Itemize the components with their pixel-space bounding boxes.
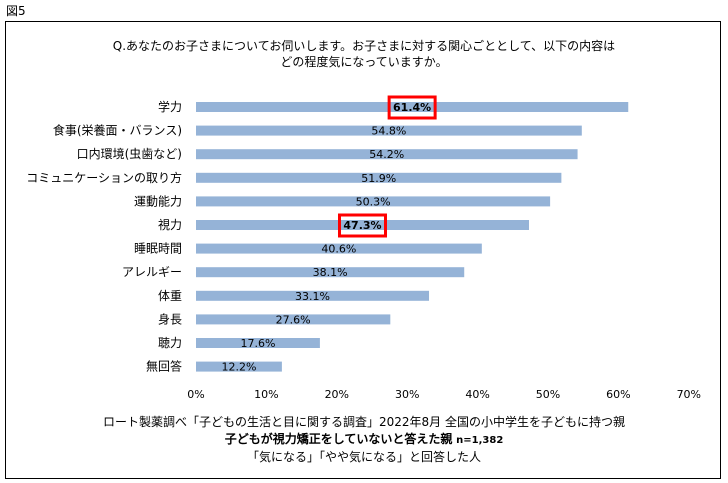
bar [196,125,582,136]
data-label: 51.9% [361,172,396,185]
sample-size: n=1,382 [456,435,504,446]
figure-label: 図5 [6,4,26,18]
data-label: 50.3% [356,195,391,208]
data-label: 17.6% [240,337,275,350]
category-label: 口内環境(虫歯など) [77,146,182,161]
question-line-2: どの程度気になっていますか。 [280,55,448,69]
category-label: 運動能力 [134,194,182,208]
bar [196,361,282,372]
data-label: 54.8% [371,125,406,138]
data-label: 12.2% [221,361,256,374]
category-label: 体重 [158,289,182,303]
source-note: ロート製薬調べ「子どもの生活と目に関する調査」2022年8月 全国の小中学生を子… [103,415,625,429]
x-tick-label: 60% [606,388,630,401]
chart-frame [5,21,721,479]
data-label: 27.6% [276,313,311,326]
respondent-note: 子どもが視力矯正をしていないと答えた親 n=1,382 [0,431,728,449]
bar [196,314,391,325]
category-label: 視力 [158,217,182,232]
bar [196,290,430,301]
x-tick-label: 40% [465,388,489,401]
bar [196,149,578,160]
highlight-box [387,95,437,120]
category-label: 食事(栄養面・バランス) [53,123,182,138]
category-label: 睡眠時間 [134,242,182,256]
bar [196,102,629,112]
question-text: Q.あなたのお子さまについてお伺いします。お子さまに対する関心ごととして、以下の… [0,38,728,70]
data-label: 61.4% [393,101,431,114]
x-tick-label: 30% [395,388,419,401]
highlight-box [337,213,387,238]
data-label: 38.1% [313,266,348,279]
data-label: 47.3% [343,219,381,232]
bar [196,338,320,348]
bar [196,243,482,254]
data-label: 40.6% [321,243,356,256]
x-tick-label: 10% [254,388,278,401]
bar [196,196,551,207]
x-tick-label: 0% [187,388,204,401]
x-tick-label: 70% [677,388,701,401]
category-label: 身長 [158,311,182,326]
chart-footer: ロート製薬調べ「子どもの生活と目に関する調査」2022年8月 全国の小中学生を子… [0,414,728,466]
respondent-condition: 子どもが視力矯正をしていないと答えた親 [224,432,453,446]
x-tick-label: 50% [536,388,560,401]
x-tick-label: 20% [325,388,349,401]
answer-note: 「気になる」「やや気になる」と回答した人 [246,450,481,464]
bar [196,267,465,278]
category-label: 学力 [158,99,182,114]
bar [196,172,562,183]
question-line-1: Q.あなたのお子さまについてお伺いします。お子さまに対する関心ごととして、以下の… [112,39,616,53]
bar [196,220,529,230]
data-label: 54.2% [369,148,404,161]
category-label: コミュニケーションの取り方 [26,170,182,185]
data-label: 33.1% [295,290,330,303]
category-label: 聴力 [158,336,182,350]
category-label: 無回答 [146,359,182,374]
category-label: アレルギー [122,265,182,279]
